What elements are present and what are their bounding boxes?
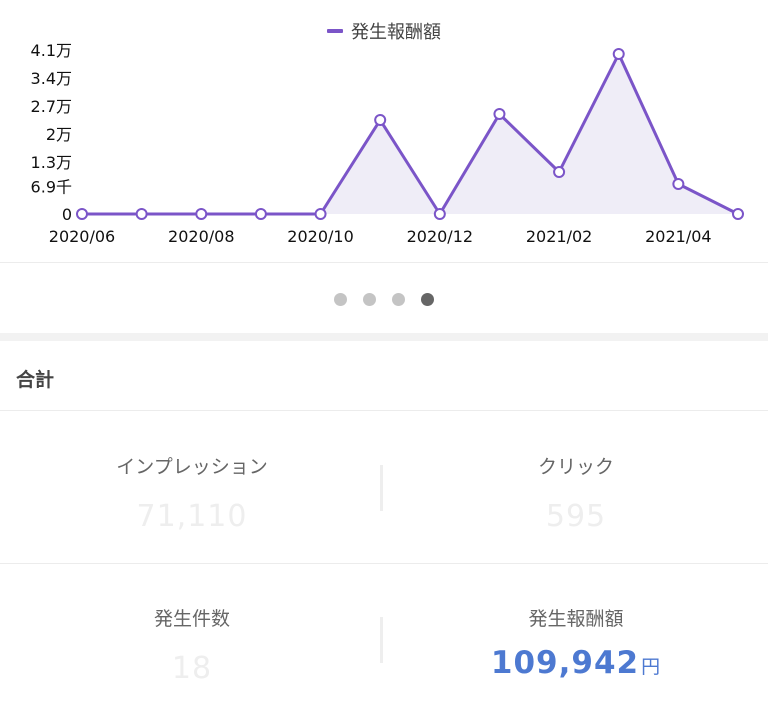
data-point[interactable] [553,166,566,178]
impressions-stat: インプレッション 71,110 [0,452,384,534]
x-tick-label: 2020/10 [287,227,353,246]
data-point[interactable] [195,208,208,220]
summary-title: 合計 [16,369,55,391]
impressions-label: インプレッション [116,456,268,478]
data-point[interactable] [612,48,625,60]
data-point[interactable] [314,208,327,220]
x-tick-label: 2020/06 [49,227,115,246]
summary-divider-top [0,410,768,411]
page-dot[interactable] [334,293,347,306]
page-dot[interactable] [392,293,405,306]
data-point[interactable] [254,208,267,220]
x-tick-label: 2021/04 [645,227,711,246]
page-dot[interactable] [363,293,376,306]
data-point[interactable] [374,114,387,126]
legend-swatch-icon [327,29,343,33]
x-tick-label: 2020/08 [168,227,234,246]
data-point[interactable] [135,208,148,220]
y-tick-label: 2万 [46,125,72,144]
reward-value: 109,942 [490,645,640,681]
chart-legend[interactable]: 発生報酬額 [0,18,768,44]
stat-separator [380,617,383,663]
data-point[interactable] [672,178,685,190]
data-point[interactable] [493,108,506,120]
chart-divider [0,262,768,263]
x-tick-label: 2020/12 [407,227,473,246]
section-band [0,333,768,341]
page-dot[interactable] [421,293,434,306]
reward-stat: 発生報酬額 109,942 円 [384,604,768,681]
conversions-stat: 発生件数 18 [0,604,384,686]
legend-label: 発生報酬額 [351,22,441,43]
area-fill [82,54,738,214]
reward-label: 発生報酬額 [528,608,624,630]
summary-divider-mid [0,563,768,564]
reward-chart: 発生報酬額 0 6.9千 1.3万 2万 2.7万 3.4万 4.1万 2020/06 2020… [0,0,768,262]
y-tick-label: 6.9千 [31,177,72,196]
data-point[interactable] [732,208,744,220]
conversions-label: 発生件数 [153,608,230,630]
impressions-value: 71,110 [136,499,248,534]
clicks-label: クリック [537,456,614,478]
series-line [82,52,739,216]
area-chart-svg: 0 6.9千 1.3万 2万 2.7万 3.4万 4.1万 2020/06 2020/08 202… [31,41,744,246]
conversions-value: 18 [171,651,213,686]
clicks-stat: クリック 595 [384,452,768,534]
y-tick-label: 3.4万 [31,69,72,88]
y-tick-label: 1.3万 [31,153,72,172]
reward-value-row: 109,942 円 [384,645,768,681]
data-point[interactable] [433,208,446,220]
data-point[interactable] [76,208,88,220]
stat-separator [380,465,383,511]
y-tick-label: 2.7万 [31,97,72,116]
y-tick-label: 0 [62,205,72,224]
y-tick-label: 4.1万 [31,41,72,60]
clicks-value: 595 [545,499,607,534]
reward-unit: 円 [641,656,662,678]
page-indicator[interactable] [0,291,768,307]
x-tick-label: 2021/02 [526,227,592,246]
